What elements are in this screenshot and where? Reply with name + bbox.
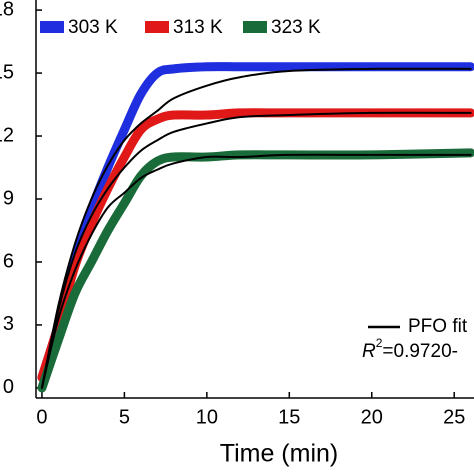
- y-tick-label: 15: [0, 61, 14, 83]
- y-tick-label: 3: [3, 313, 14, 335]
- fit-line: [40, 67, 472, 389]
- x-axis-label: Time (min): [220, 440, 339, 468]
- y-tick-label: 18: [0, 0, 14, 20]
- x-tick-label: 15: [278, 406, 300, 428]
- legend-swatch: [243, 21, 267, 33]
- legend-swatch: [145, 21, 169, 33]
- legend-label: 313 K: [173, 17, 223, 38]
- annotation-value: =0.9720-: [382, 341, 458, 362]
- x-tick-label: 0: [36, 406, 47, 428]
- fit-line: [40, 111, 472, 389]
- fit-line: [40, 153, 472, 389]
- y-tick-label: 9: [3, 187, 14, 209]
- x-tick-label: 10: [196, 406, 218, 428]
- x-tick-label: 25: [443, 406, 465, 428]
- data-line: [37, 108, 474, 382]
- annotation-r: R: [362, 341, 376, 362]
- x-tick-label: 5: [119, 406, 130, 428]
- y-tick-label: 0: [3, 376, 14, 398]
- annotation: R2=0.9720-: [362, 336, 458, 362]
- legend-label: 323 K: [271, 17, 321, 38]
- legend-label: PFO fit: [408, 316, 468, 337]
- y-tick-label: 6: [3, 250, 14, 272]
- annotation-exp: 2: [376, 336, 383, 350]
- y-tick-label: 12: [0, 124, 14, 146]
- legend-swatch: [40, 21, 64, 33]
- legend-label: 303 K: [68, 17, 118, 38]
- x-tick-label: 20: [361, 406, 383, 428]
